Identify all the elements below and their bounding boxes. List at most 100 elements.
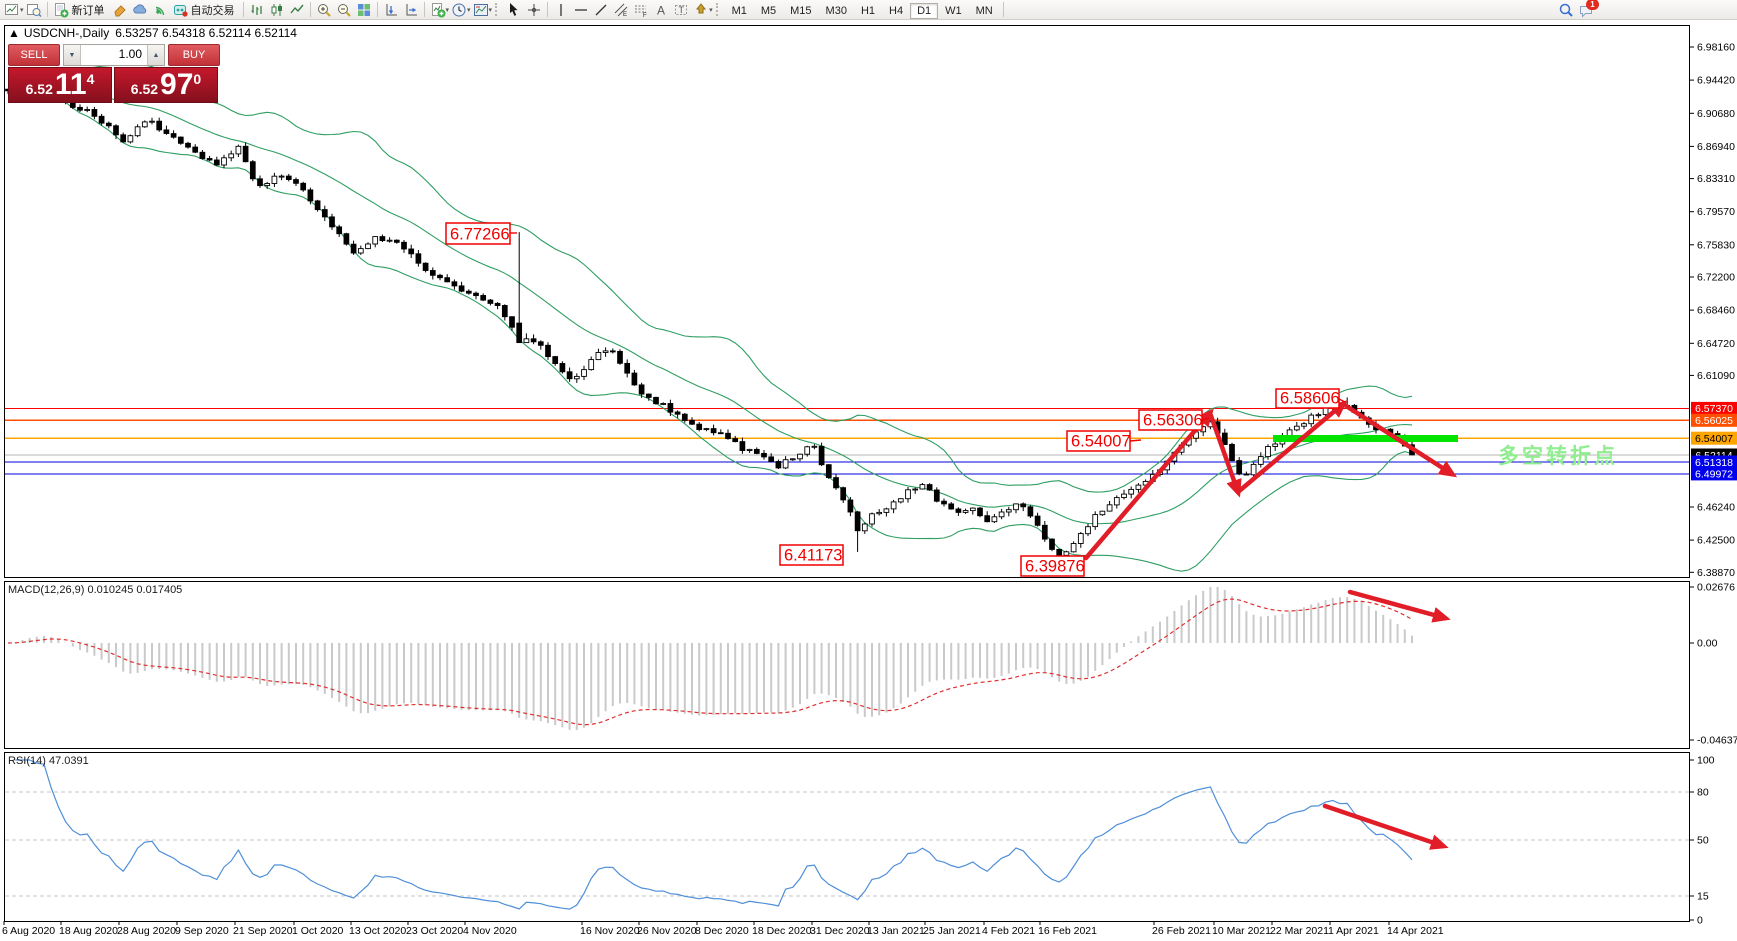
line-chart-type-icon[interactable] [287,1,307,19]
sell-price-box[interactable]: 6.52 11 4 [8,67,112,103]
eraser-icon[interactable] [110,1,130,19]
vertical-line-tool-icon[interactable] [551,1,571,19]
timeframe-clock-icon[interactable] [449,1,469,19]
fibonacci-tool-icon[interactable]: F [631,1,651,19]
signals-icon[interactable] [150,1,170,19]
chat-notifications-icon[interactable]: 1 [1576,0,1599,19]
volume-decrease-button[interactable]: ▼ [64,45,81,65]
ohlc-values: 6.53257 6.54318 6.52114 6.52114 [115,26,297,40]
rsi-indicator-label: RSI(14) 47.0391 [8,755,89,767]
macd-signal-line [7,598,1413,726]
add-indicator-caret-icon[interactable]: ▾ [445,6,450,14]
arrow-objects-icon[interactable] [691,1,711,19]
svg-text:31 Dec 2020: 31 Dec 2020 [810,925,870,937]
timeframe-button-M30[interactable]: M30 [825,4,847,17]
candle [372,236,379,248]
autotrading-icon[interactable] [170,1,190,19]
cloud-icon[interactable] [130,1,150,19]
timeframe-clock-caret-icon[interactable]: ▾ [467,6,471,14]
svg-text:4 Nov 2020: 4 Nov 2020 [463,925,517,937]
candle [480,293,487,302]
channel-tool-icon[interactable]: E [611,1,631,19]
search-icon[interactable] [1556,1,1576,19]
svg-text:25 Jan 2021: 25 Jan 2021 [923,925,981,937]
timeframe-buttons: M1 M5 M15 M30 H1 H4 D1 W1 MN [725,1,1000,19]
candle [1128,486,1135,499]
trendline-tool-icon[interactable] [591,1,611,19]
timeframe-button-M5[interactable]: M5 [760,4,777,17]
price-axis[interactable]: 6.98160 6.94420 6.90680 6.86940 6.83310 6.795… [1690,42,1737,927]
collapse-arrow-icon[interactable]: ▲ [8,26,20,40]
candle [631,369,638,386]
timeframe-button-H4[interactable]: H4 [889,4,904,17]
buy-price-box[interactable]: 6.52 97 0 [114,67,218,103]
candle [689,417,695,425]
chart-template-icon[interactable] [471,1,491,19]
timeframe-button-M15[interactable]: M15 [790,4,812,17]
zoom-out-icon[interactable] [334,1,354,19]
rsi-pane-border [4,752,1690,922]
volume-input[interactable]: 1.00 [118,47,142,61]
candle [1070,541,1077,553]
candle [473,291,479,300]
cursor-icon[interactable] [504,1,524,19]
timeframe-button-M1[interactable]: M1 [731,4,747,17]
new-order-label[interactable]: 新订单 [71,4,105,17]
timeframe-button-H1[interactable]: H1 [860,4,876,17]
new-chart-caret-icon[interactable]: ▾ [20,6,24,14]
macd-indicator-label: MACD(12,26,9) 0.010245 0.017405 [8,584,183,596]
candlestick-chart-type-icon[interactable] [267,1,287,19]
new-chart-window-icon[interactable] [2,1,22,19]
candle [530,334,537,345]
data-window-icon[interactable] [381,1,401,19]
candle [703,427,710,432]
candle [127,134,134,144]
price-callouts: 6.77266 6.56306 6.54007 6.58606 6.41173 6.398… [445,222,1346,577]
add-indicator-icon[interactable] [428,1,448,19]
zoom-in-icon[interactable] [314,1,334,19]
candle [516,232,523,344]
autotrading-label[interactable]: 自动交易 [190,4,235,17]
timeframe-button-W1[interactable]: W1 [945,4,962,17]
svg-text:0.00: 0.00 [1697,638,1718,650]
chart-template-caret-icon[interactable]: ▾ [488,6,493,14]
chart-profile-icon[interactable] [24,1,44,19]
candle [401,240,407,253]
candle [1250,462,1257,477]
arrow-objects-caret-icon[interactable]: ▾ [709,6,713,14]
candle [905,487,911,503]
candle [948,502,955,510]
svg-text:23 Oct 2020: 23 Oct 2020 [406,925,463,937]
bar-chart-type-icon[interactable] [247,1,267,19]
crosshair-icon[interactable] [524,1,544,19]
svg-text:13 Jan 2021: 13 Jan 2021 [867,925,925,937]
svg-text:6.54007: 6.54007 [1071,433,1131,451]
date-axis[interactable]: 6 Aug 2020 18 Aug 2020 28 Aug 2020 9 Sep 20… [2,921,1444,937]
tile-windows-icon[interactable] [354,1,374,19]
candle [271,172,278,187]
text-tool-icon[interactable]: A [651,1,671,19]
candle [1221,428,1228,445]
svg-text:6.56025: 6.56025 [1695,415,1733,427]
horizontal-line-tool-icon[interactable] [571,1,591,19]
buy-button[interactable]: BUY [168,44,220,66]
timeframe-button-D1[interactable]: D1 [910,2,939,19]
text-label-tool-icon[interactable]: T [671,1,691,19]
sell-button[interactable]: SELL [8,44,60,66]
svg-text:16 Nov 2020: 16 Nov 2020 [580,925,640,937]
candle [739,437,746,454]
candle [833,473,839,490]
candle [761,450,767,460]
svg-text:26 Feb 2021: 26 Feb 2021 [1152,925,1211,937]
candle [840,486,847,503]
candle [494,302,501,310]
timeframe-button-MN[interactable]: MN [975,4,993,17]
candle [1135,483,1142,493]
candle [861,522,868,534]
candle [156,117,163,132]
volume-increase-button[interactable]: ▲ [147,45,164,65]
market-watch-icon[interactable] [401,1,421,19]
candle [487,299,494,306]
new-order-icon[interactable] [51,1,71,19]
